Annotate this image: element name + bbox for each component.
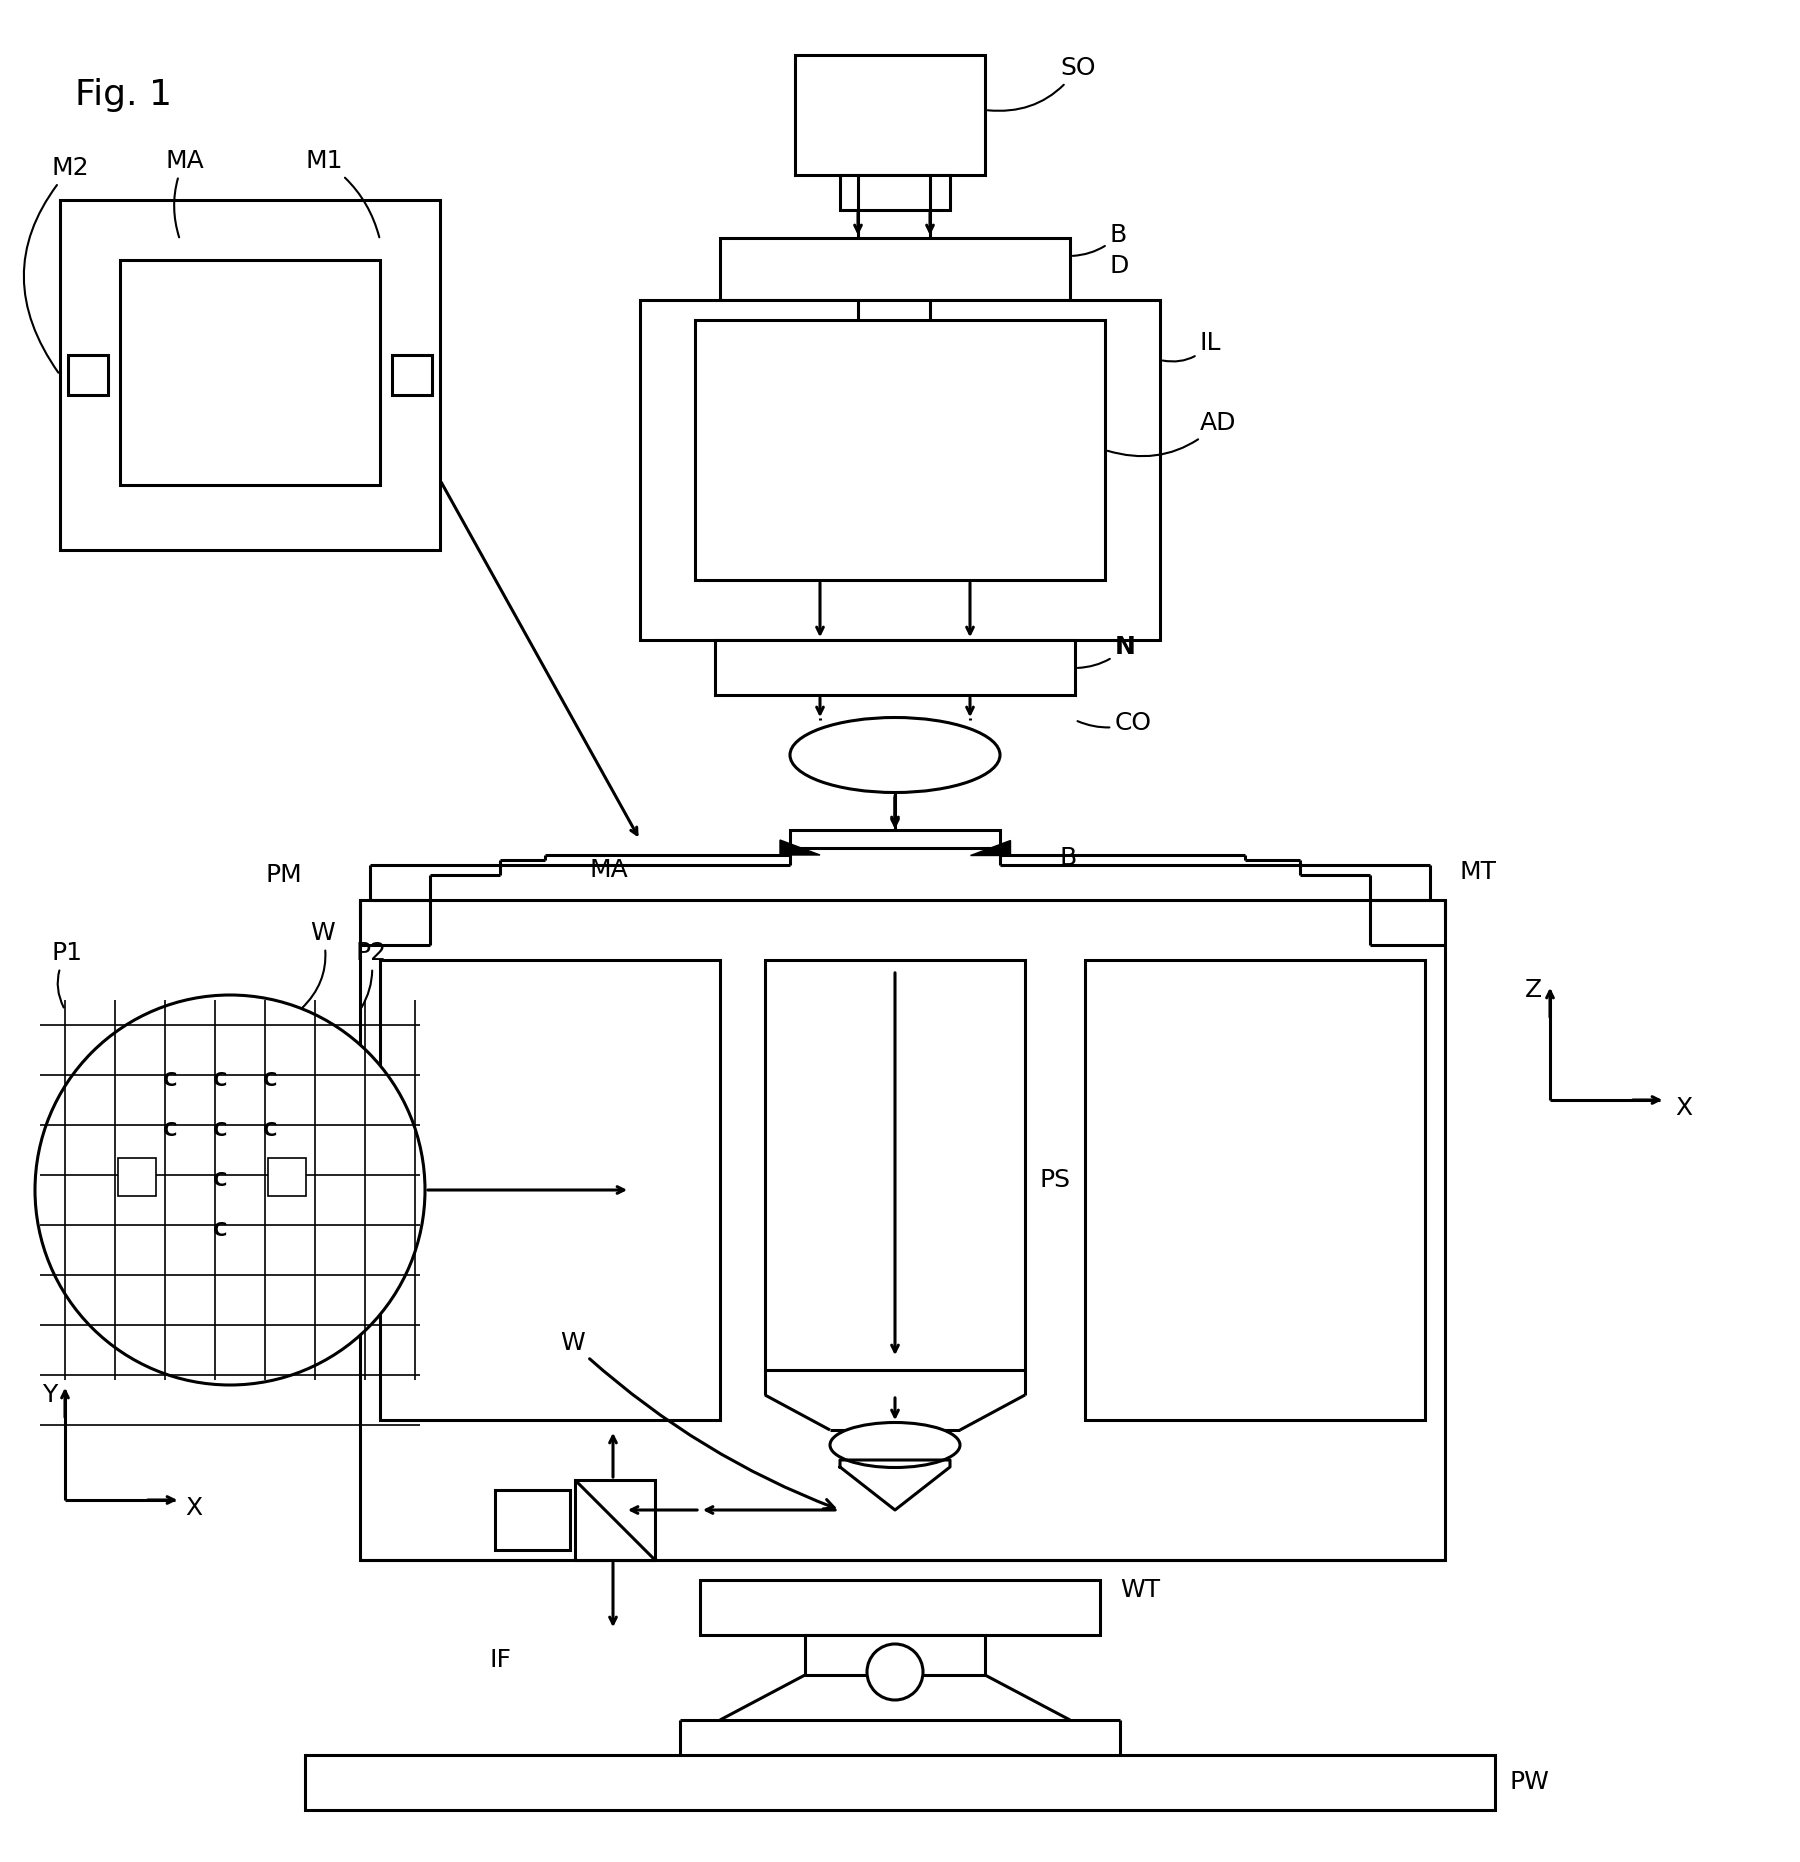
Polygon shape bbox=[841, 1460, 950, 1510]
Bar bbox=[392, 356, 432, 395]
Text: M2: M2 bbox=[23, 156, 90, 372]
Ellipse shape bbox=[830, 1423, 959, 1467]
Bar bbox=[796, 56, 985, 175]
Text: P1: P1 bbox=[52, 940, 83, 1007]
Bar bbox=[715, 641, 1075, 695]
Text: X: X bbox=[185, 1495, 202, 1519]
Text: PW: PW bbox=[1510, 1771, 1550, 1793]
Text: M1: M1 bbox=[304, 149, 380, 236]
Text: W: W bbox=[302, 922, 335, 1007]
Bar bbox=[641, 300, 1159, 641]
Bar bbox=[380, 961, 720, 1421]
Bar bbox=[720, 238, 1069, 300]
Bar bbox=[841, 175, 950, 210]
Text: IL: IL bbox=[1163, 331, 1222, 361]
Text: PM: PM bbox=[265, 862, 302, 886]
Polygon shape bbox=[779, 840, 821, 855]
Text: Fig. 1: Fig. 1 bbox=[76, 78, 173, 112]
Text: Z: Z bbox=[1525, 978, 1543, 1002]
Text: B: B bbox=[1060, 845, 1076, 870]
Bar bbox=[59, 199, 439, 549]
Circle shape bbox=[34, 994, 425, 1385]
Bar bbox=[790, 830, 1001, 847]
Text: MA: MA bbox=[166, 149, 203, 236]
Bar bbox=[119, 1158, 157, 1195]
Bar bbox=[304, 1756, 1496, 1810]
Text: Y: Y bbox=[41, 1383, 58, 1408]
Text: W: W bbox=[560, 1331, 833, 1508]
Bar bbox=[68, 356, 108, 395]
Ellipse shape bbox=[790, 717, 1001, 793]
Text: N: N bbox=[1078, 635, 1136, 668]
Bar bbox=[268, 1158, 306, 1195]
Text: C: C bbox=[212, 1171, 227, 1190]
Bar bbox=[695, 320, 1105, 579]
Bar bbox=[574, 1480, 655, 1560]
Text: C: C bbox=[212, 1121, 227, 1140]
Text: C: C bbox=[162, 1121, 176, 1140]
Bar bbox=[805, 1635, 985, 1676]
Text: CO: CO bbox=[1078, 711, 1152, 735]
Text: C: C bbox=[212, 1071, 227, 1089]
Bar bbox=[700, 1581, 1100, 1635]
Polygon shape bbox=[970, 840, 1010, 855]
Text: MA: MA bbox=[590, 858, 628, 883]
Text: PS: PS bbox=[1040, 1167, 1071, 1192]
Text: C: C bbox=[212, 1220, 227, 1240]
Text: WT: WT bbox=[1120, 1577, 1161, 1601]
Text: D: D bbox=[1111, 253, 1129, 277]
Text: B: B bbox=[1073, 223, 1127, 255]
Text: SO: SO bbox=[988, 56, 1096, 112]
Text: P2: P2 bbox=[355, 940, 387, 1007]
Text: X: X bbox=[1676, 1097, 1692, 1121]
Text: MT: MT bbox=[1460, 860, 1498, 884]
Text: C: C bbox=[162, 1071, 176, 1089]
Bar bbox=[495, 1490, 571, 1549]
Bar bbox=[121, 261, 380, 484]
Circle shape bbox=[868, 1644, 923, 1700]
Text: C: C bbox=[263, 1121, 277, 1140]
Bar bbox=[765, 961, 1024, 1370]
Bar bbox=[360, 899, 1445, 1560]
Text: C: C bbox=[263, 1071, 277, 1089]
Text: IF: IF bbox=[490, 1648, 511, 1672]
Bar bbox=[1085, 961, 1426, 1421]
Text: AD: AD bbox=[1107, 412, 1237, 456]
